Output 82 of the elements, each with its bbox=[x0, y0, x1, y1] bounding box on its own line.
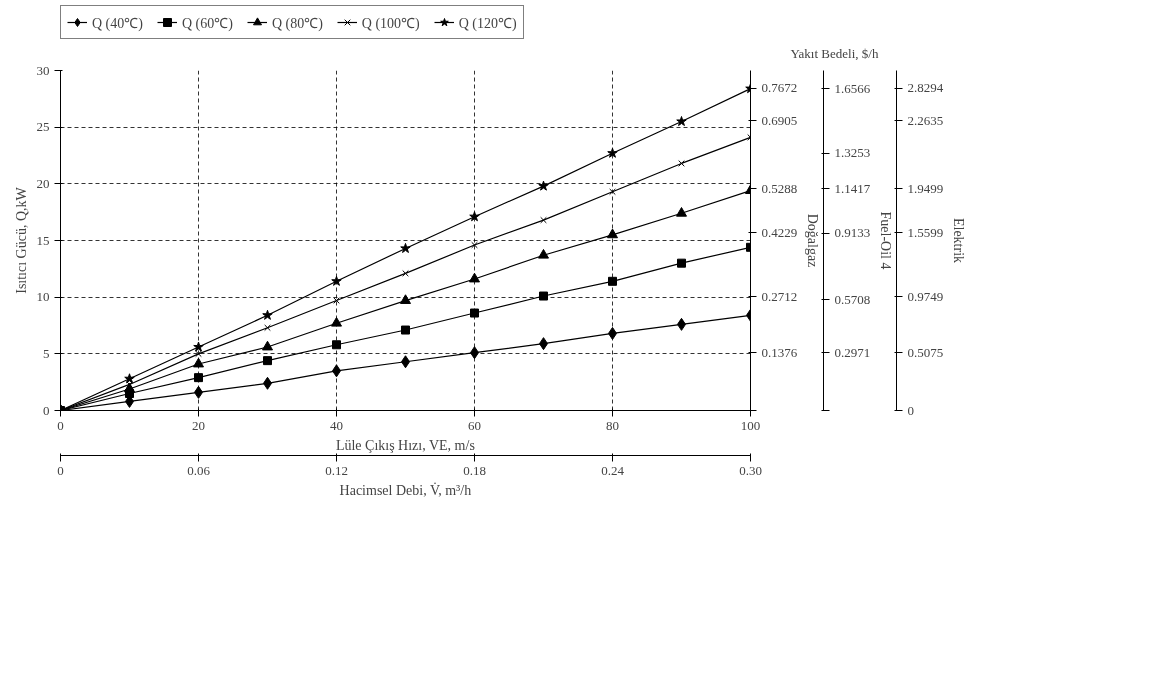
y3-tick-label: 0.9133 bbox=[834, 225, 871, 241]
x-tick-label: 0 bbox=[57, 417, 64, 433]
y3-tick-label: 0.2971 bbox=[834, 344, 871, 360]
text: 0 bbox=[907, 402, 914, 418]
text: 1.5599 bbox=[907, 224, 944, 240]
point bbox=[539, 291, 548, 301]
x2-tick-label: 0 bbox=[57, 462, 64, 478]
point bbox=[676, 207, 687, 217]
x-tick-label: 100 bbox=[740, 417, 761, 433]
point bbox=[471, 241, 478, 249]
y2-tick-label: 0.4229 bbox=[761, 224, 798, 240]
x-tick-label: 40 bbox=[330, 417, 343, 433]
point bbox=[538, 248, 549, 259]
legend-label: Q (80℃) bbox=[271, 14, 323, 32]
y3-tick-label: 1.1417 bbox=[834, 180, 871, 196]
point bbox=[331, 275, 342, 286]
x2-tick-label: 0.12 bbox=[325, 462, 348, 478]
point bbox=[331, 316, 342, 327]
x2-tick-label: 0.24 bbox=[601, 462, 625, 478]
point bbox=[193, 357, 204, 368]
y2-axis-title: Doğalgaz bbox=[805, 213, 821, 268]
x2-axis-title: Hacimsel Debi, V̇, m³/h bbox=[339, 481, 472, 498]
point bbox=[401, 325, 410, 335]
point bbox=[470, 308, 479, 318]
point bbox=[124, 382, 135, 393]
y-tick-label: 30 bbox=[36, 62, 50, 78]
point bbox=[400, 294, 411, 304]
point bbox=[195, 350, 202, 358]
point bbox=[469, 211, 480, 222]
y2-tick-label: 0.5288 bbox=[761, 180, 798, 196]
point bbox=[609, 188, 616, 196]
y3-tick-label: 0.5708 bbox=[834, 291, 871, 307]
legend-label: Q (100℃) bbox=[361, 14, 420, 32]
x-tick-label: 80 bbox=[606, 417, 619, 433]
y2-tick-label: 0.2712 bbox=[761, 288, 798, 304]
point bbox=[124, 373, 135, 384]
x-axis-title: Lüle Çıkış Hızı, VE, m/s bbox=[335, 437, 475, 453]
y3-axis-title: Fuel-Oil 4 bbox=[878, 211, 894, 270]
y3-tick-label: 1.3253 bbox=[834, 145, 871, 161]
y2-tick-label: 0.1376 bbox=[761, 344, 798, 360]
x2-tick-label: 0.30 bbox=[739, 462, 762, 478]
point bbox=[194, 373, 203, 383]
x-tick-label: 20 bbox=[192, 417, 205, 433]
point bbox=[677, 258, 686, 268]
point bbox=[607, 228, 618, 239]
text: 0.9749 bbox=[907, 288, 944, 304]
y2-tick-label: 0.6905 bbox=[761, 112, 798, 128]
text: Elektrik bbox=[951, 217, 967, 264]
point bbox=[538, 180, 549, 191]
text: 2.2635 bbox=[907, 112, 944, 128]
point bbox=[263, 356, 272, 366]
y-axis-title: Isıtıcı Gücü, Q,kW bbox=[13, 186, 29, 294]
point bbox=[400, 242, 411, 253]
text: 2.8294 bbox=[907, 80, 944, 96]
point bbox=[469, 272, 480, 283]
y-tick-label: 25 bbox=[36, 119, 50, 135]
y-tick-label: 15 bbox=[36, 232, 50, 248]
y2-tick-label: 0.7672 bbox=[761, 80, 798, 96]
y3-tick-label: 1.6566 bbox=[834, 80, 871, 96]
point bbox=[608, 276, 617, 286]
point bbox=[676, 116, 687, 127]
text: Yakıt Bedeli, $/h bbox=[790, 45, 879, 61]
point bbox=[262, 309, 273, 320]
y-tick-label: 0 bbox=[43, 402, 50, 418]
point bbox=[332, 340, 341, 350]
text: 0.5075 bbox=[907, 344, 944, 360]
y-tick-label: 10 bbox=[36, 289, 50, 305]
legend-label: Q (120℃) bbox=[458, 14, 517, 32]
legend-label: Q (60℃) bbox=[181, 14, 233, 32]
point bbox=[402, 270, 409, 277]
x2-tick-label: 0.18 bbox=[463, 462, 486, 478]
point bbox=[193, 341, 204, 352]
x2-tick-label: 0.06 bbox=[187, 462, 211, 478]
text: 1.9499 bbox=[907, 180, 944, 196]
point bbox=[262, 340, 273, 351]
y-tick-label: 5 bbox=[43, 345, 50, 361]
x-tick-label: 60 bbox=[468, 417, 481, 433]
point bbox=[540, 216, 547, 224]
y-tick-label: 20 bbox=[36, 175, 50, 191]
point bbox=[607, 147, 618, 158]
point bbox=[264, 324, 271, 332]
legend-label: Q (40℃) bbox=[92, 14, 143, 32]
